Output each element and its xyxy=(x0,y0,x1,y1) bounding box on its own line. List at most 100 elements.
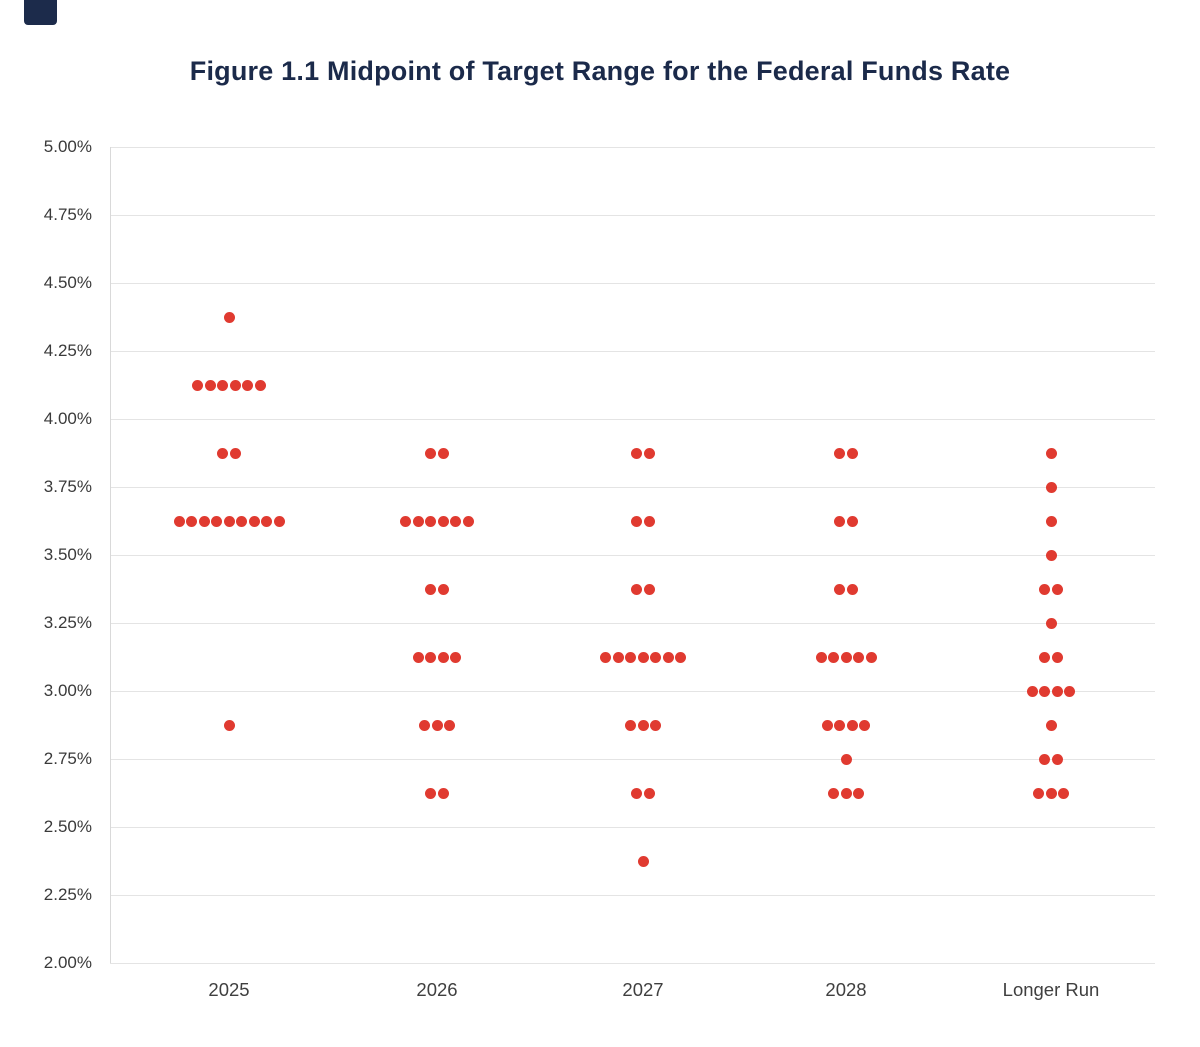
projection-dot xyxy=(450,651,462,663)
projection-dot xyxy=(1045,515,1057,527)
projection-dot xyxy=(437,651,449,663)
y-axis-tick-label: 5.00% xyxy=(43,137,92,156)
projection-dot xyxy=(236,515,247,527)
projection-dot xyxy=(1051,753,1063,765)
projection-dot xyxy=(1045,787,1057,799)
projection-dot xyxy=(834,583,846,595)
projection-dot xyxy=(437,515,449,527)
projection-dot xyxy=(612,651,624,663)
projection-dot xyxy=(1045,617,1057,629)
projection-dot xyxy=(828,787,839,799)
projection-dot xyxy=(1033,787,1044,799)
projection-dot xyxy=(217,447,229,459)
y-axis-tick-label: 3.50% xyxy=(43,545,92,564)
projection-dot xyxy=(846,719,858,731)
projection-dot xyxy=(643,583,655,595)
projection-dot xyxy=(828,651,839,663)
y-axis-tick-label: 2.75% xyxy=(43,749,92,768)
gridline xyxy=(110,962,1155,964)
projection-dot xyxy=(1039,651,1051,663)
projection-dot xyxy=(865,651,877,663)
y-axis-tick-label: 3.00% xyxy=(43,681,92,700)
gridline xyxy=(110,214,1155,216)
projection-dot xyxy=(450,515,462,527)
projection-dot xyxy=(840,787,852,799)
projection-dot xyxy=(425,583,437,595)
projection-dot xyxy=(1058,787,1069,799)
projection-dot xyxy=(425,515,437,527)
y-axis-tick-label: 4.25% xyxy=(43,341,92,360)
x-axis-category-label: 2027 xyxy=(622,979,664,1000)
projection-dot xyxy=(1045,447,1057,459)
projection-dot xyxy=(242,379,254,391)
x-axis-category-label: 2026 xyxy=(416,979,458,1000)
gridline xyxy=(110,826,1155,828)
projection-dot xyxy=(437,583,449,595)
projection-dot xyxy=(631,447,643,459)
projection-dot xyxy=(211,515,222,527)
projection-dot xyxy=(1051,651,1063,663)
projection-dot xyxy=(834,719,846,731)
projection-dot xyxy=(223,311,235,323)
projection-dot xyxy=(437,447,449,459)
projection-dot xyxy=(412,651,424,663)
gridline xyxy=(110,282,1155,284)
projection-dot xyxy=(853,651,864,663)
y-axis-tick-label: 2.00% xyxy=(43,953,92,972)
projection-dot xyxy=(223,515,235,527)
projection-dot xyxy=(217,379,229,391)
projection-dot xyxy=(412,515,424,527)
x-axis-category-label: Longer Run xyxy=(1002,979,1100,1000)
projection-dot xyxy=(192,379,204,391)
gridline xyxy=(110,690,1155,692)
projection-dot xyxy=(834,515,846,527)
projection-dot xyxy=(846,583,858,595)
y-axis-tick-label: 3.25% xyxy=(43,613,92,632)
y-axis-line xyxy=(110,147,111,963)
projection-dot xyxy=(1051,685,1063,697)
projection-dot xyxy=(229,447,241,459)
projection-dot xyxy=(229,379,241,391)
projection-dot xyxy=(425,447,437,459)
projection-dot xyxy=(834,447,846,459)
projection-dot xyxy=(273,515,285,527)
projection-dot xyxy=(198,515,210,527)
projection-dot xyxy=(821,719,833,731)
projection-dot xyxy=(815,651,827,663)
projection-dot xyxy=(462,515,474,527)
projection-dot xyxy=(643,447,655,459)
projection-dot xyxy=(444,719,455,731)
projection-dot xyxy=(650,719,661,731)
projection-dot xyxy=(840,651,852,663)
chart-title: Figure 1.1 Midpoint of Target Range for … xyxy=(189,56,1011,86)
y-axis-tick-label: 4.00% xyxy=(43,409,92,428)
projection-dot xyxy=(254,379,266,391)
projection-dot xyxy=(204,379,216,391)
projection-dot xyxy=(437,787,449,799)
projection-dot xyxy=(625,651,636,663)
projection-dot xyxy=(1039,685,1051,697)
projection-dot xyxy=(425,651,437,663)
projection-dot xyxy=(637,719,649,731)
projection-dot xyxy=(631,583,643,595)
projection-dot xyxy=(1045,481,1057,493)
projection-dot xyxy=(1039,583,1051,595)
projection-dot xyxy=(600,651,611,663)
gridline xyxy=(110,350,1155,352)
y-axis-tick-label: 4.75% xyxy=(43,205,92,224)
projection-dot xyxy=(625,719,636,731)
projection-dot xyxy=(186,515,197,527)
x-axis-category-label: 2028 xyxy=(825,979,867,1000)
x-axis-category-label: 2025 xyxy=(208,979,250,1000)
projection-dot xyxy=(859,719,871,731)
gridline xyxy=(110,758,1155,760)
gridline xyxy=(110,554,1155,556)
projection-dot xyxy=(631,515,643,527)
projection-dot xyxy=(425,787,437,799)
projection-dot xyxy=(419,719,430,731)
projection-dot xyxy=(1026,685,1038,697)
projection-dot xyxy=(400,515,412,527)
projection-dot xyxy=(223,719,235,731)
top-left-corner-mark xyxy=(24,0,57,25)
